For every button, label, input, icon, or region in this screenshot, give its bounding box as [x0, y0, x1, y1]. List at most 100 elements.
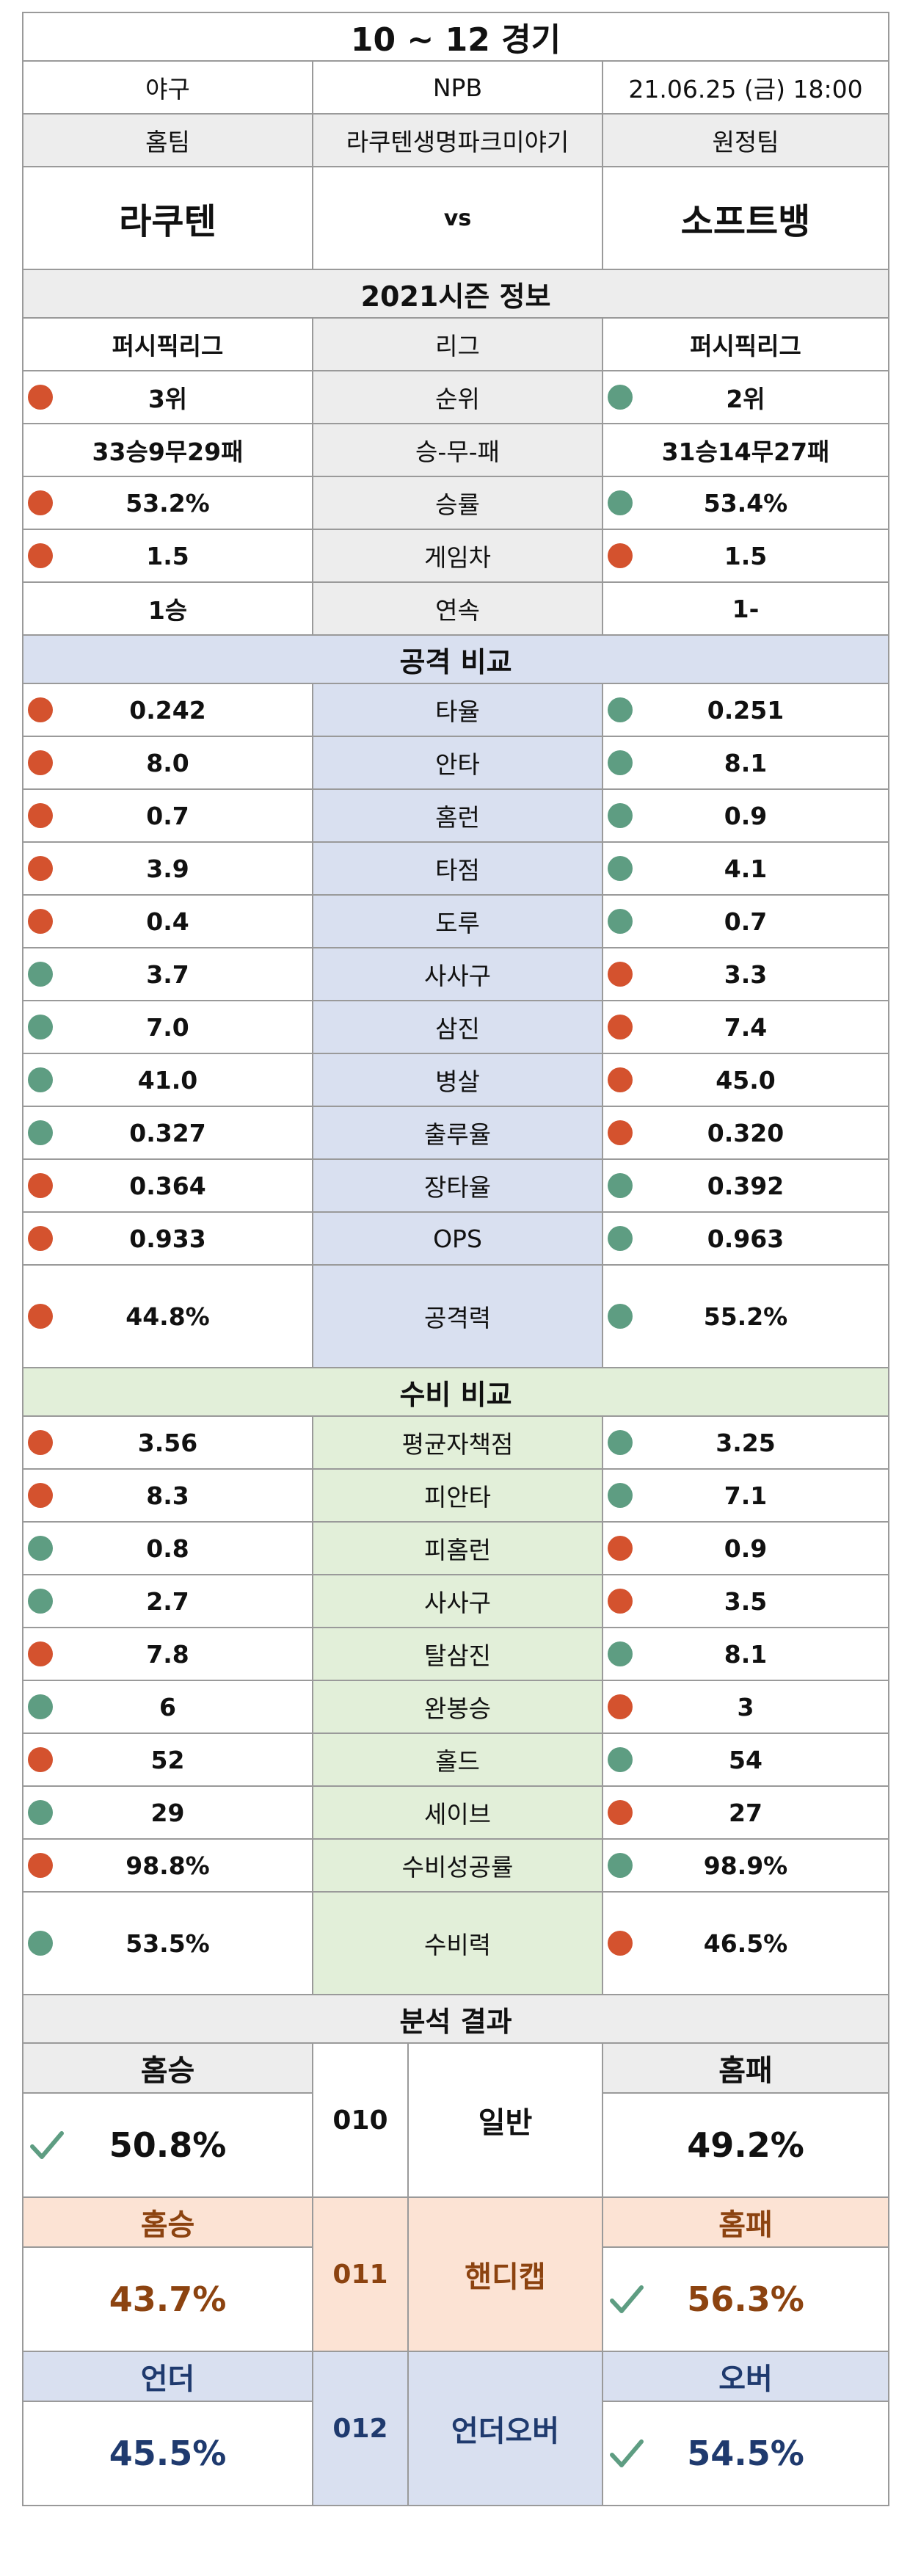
check-icon [610, 2285, 644, 2313]
home-stat-value: 퍼시픽리그 [22, 317, 313, 371]
away-stat-value: 45.0 [602, 1053, 889, 1107]
home-stat-text: 3.9 [146, 854, 189, 883]
home-indicator-dot [28, 1536, 53, 1561]
home-indicator-dot [28, 1430, 53, 1455]
right-result-label: 홈패 [602, 2042, 889, 2094]
page-title: 10 ~ 12 경기 [22, 12, 889, 62]
home-indicator-dot [28, 1694, 53, 1719]
home-stat-value: 1승 [22, 581, 313, 636]
away-stat-text: 1- [732, 594, 760, 623]
home-stat-text: 53.5% [125, 1929, 210, 1958]
stat-label: 완봉승 [312, 1680, 603, 1734]
right-result-percent: 54.5% [602, 2401, 889, 2506]
stat-label: 수비력 [312, 1891, 603, 1995]
stat-label: 연속 [312, 581, 603, 636]
away-stat-text: 0.251 [707, 695, 785, 725]
away-stat-text: 31승14무27패 [661, 438, 830, 466]
home-indicator-dot [28, 856, 53, 881]
home-stat-text: 41.0 [137, 1065, 198, 1095]
home-stat-text: 6 [159, 1692, 176, 1721]
stat-label: 공격력 [312, 1264, 603, 1368]
away-indicator-dot [608, 1641, 633, 1666]
right-result-label: 홈패 [602, 2196, 889, 2248]
away-stat-value: 3.3 [602, 947, 889, 1001]
home-stat-value: 53.5% [22, 1891, 313, 1995]
section-title: 분석 결과 [22, 1994, 889, 2044]
away-stat-value: 0.320 [602, 1106, 889, 1160]
stat-label: 승률 [312, 476, 603, 530]
home-stat-text: 1승 [148, 596, 188, 625]
away-stat-value: 0.392 [602, 1158, 889, 1213]
match-analysis-sheet: 10 ~ 12 경기 야구 NPB 21.06.25 (금) 18:00 홈팀 … [22, 12, 889, 2506]
away-indicator-dot [608, 1226, 633, 1251]
away-stat-text: 3.5 [724, 1586, 768, 1616]
stat-label: 병살 [312, 1053, 603, 1107]
away-indicator-dot [608, 1304, 633, 1329]
home-indicator-dot [28, 1173, 53, 1198]
stat-label: 피홈런 [312, 1521, 603, 1575]
home-stat-value: 7.0 [22, 1000, 313, 1054]
home-stat-value: 1.5 [22, 529, 313, 583]
stat-label: 사사구 [312, 1574, 603, 1628]
home-stat-text: 7.0 [146, 1012, 189, 1042]
away-stat-value: 3 [602, 1680, 889, 1734]
away-indicator-dot [608, 1536, 633, 1561]
away-indicator-dot [608, 1694, 633, 1719]
stat-label: 리그 [312, 317, 603, 371]
away-stat-value: 98.9% [602, 1838, 889, 1893]
home-indicator-dot [28, 1931, 53, 1956]
away-stat-text: 3.3 [724, 959, 768, 989]
away-stat-value: 1- [602, 581, 889, 636]
section-title: 공격 비교 [22, 634, 889, 684]
away-stat-text: 46.5% [703, 1929, 788, 1958]
check-icon [610, 2439, 644, 2467]
home-indicator-dot [28, 385, 53, 410]
left-result-percent: 45.5% [22, 2401, 313, 2506]
away-stat-text: 3.25 [716, 1428, 776, 1457]
stat-label: 게임차 [312, 529, 603, 583]
stat-label: 타율 [312, 683, 603, 737]
away-stat-text: 3 [737, 1692, 754, 1721]
bet-type: 언더오버 [407, 2351, 603, 2506]
away-indicator-dot [608, 490, 633, 515]
right-result-percent: 56.3% [602, 2246, 889, 2352]
away-stat-text: 7.1 [724, 1481, 768, 1510]
home-label: 홈팀 [22, 113, 313, 167]
home-stat-value: 7.8 [22, 1627, 313, 1681]
stat-label: OPS [312, 1211, 603, 1266]
home-stat-value: 8.0 [22, 736, 313, 790]
away-indicator-dot [608, 750, 633, 775]
home-stat-text: 0.327 [129, 1118, 206, 1147]
away-stat-value: 54 [602, 1733, 889, 1787]
left-result-percent: 43.7% [22, 2246, 313, 2352]
left-result-label: 홈승 [22, 2042, 313, 2094]
bet-code: 010 [312, 2042, 409, 2198]
away-stat-value: 8.1 [602, 1627, 889, 1681]
home-indicator-dot [28, 1120, 53, 1145]
away-stat-text: 1.5 [724, 541, 768, 570]
home-stat-value: 0.364 [22, 1158, 313, 1213]
home-stat-value: 0.242 [22, 683, 313, 737]
away-label: 원정팀 [602, 113, 889, 167]
away-indicator-dot [608, 1120, 633, 1145]
away-stat-text: 0.320 [707, 1118, 785, 1147]
home-indicator-dot [28, 1747, 53, 1772]
right-result-label: 오버 [602, 2351, 889, 2402]
home-indicator-dot [28, 1853, 53, 1878]
home-indicator-dot [28, 803, 53, 828]
home-stat-value: 3.56 [22, 1415, 313, 1470]
home-stat-text: 3.56 [137, 1428, 198, 1457]
home-indicator-dot [28, 697, 53, 722]
stat-label: 장타율 [312, 1158, 603, 1213]
home-stat-text: 8.0 [146, 748, 189, 777]
home-stat-value: 0.4 [22, 894, 313, 948]
away-stat-value: 27 [602, 1785, 889, 1840]
away-stat-value: 7.1 [602, 1468, 889, 1523]
home-indicator-dot [28, 1015, 53, 1040]
left-percent-text: 43.7% [109, 2279, 227, 2319]
home-stat-text: 44.8% [125, 1302, 210, 1331]
home-stat-value: 33승9무29패 [22, 423, 313, 477]
right-result-percent: 49.2% [602, 2092, 889, 2198]
away-indicator-dot [608, 1173, 633, 1198]
right-percent-text: 49.2% [687, 2125, 804, 2165]
